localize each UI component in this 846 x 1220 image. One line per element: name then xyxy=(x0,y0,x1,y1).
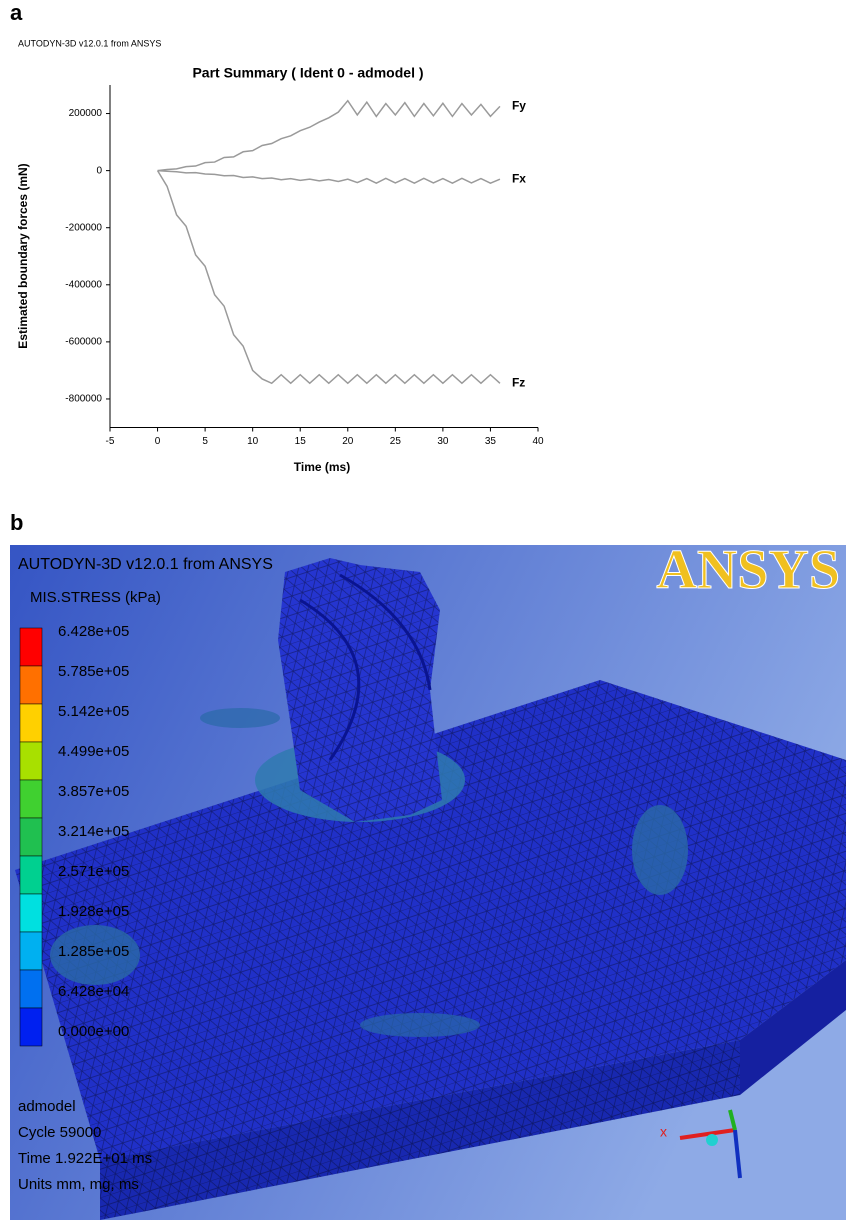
x-tick-label: 25 xyxy=(390,436,402,447)
legend-swatch xyxy=(19,703,43,743)
legend-swatch xyxy=(19,969,43,1009)
x-tick-label: 5 xyxy=(202,436,208,447)
y-tick-label: 200000 xyxy=(69,108,103,119)
footer-text: Units mm, mg, ms xyxy=(18,1176,139,1193)
stress-patch xyxy=(360,1013,480,1037)
plate-mesh xyxy=(100,1040,740,1220)
series-line xyxy=(157,99,501,172)
x-tick-label: 30 xyxy=(437,436,449,447)
legend-swatch xyxy=(19,665,43,705)
legend-label: 5.142e+05 xyxy=(58,703,129,720)
legend-label: 5.785e+05 xyxy=(58,663,129,680)
stress-patch xyxy=(200,708,280,728)
footer-text: admodel xyxy=(18,1098,76,1115)
legend-label: 0.000e+00 xyxy=(58,1023,129,1040)
chart-subtitle: AUTODYN-3D v12.0.1 from ANSYS xyxy=(18,38,161,48)
legend-label: 2.571e+05 xyxy=(58,863,129,880)
y-tick-label: -600000 xyxy=(65,337,102,348)
legend-label: 3.214e+05 xyxy=(58,823,129,840)
legend-label: 1.928e+05 xyxy=(58,903,129,920)
axis-label: x xyxy=(660,1124,667,1140)
axis-origin xyxy=(706,1134,718,1146)
series-line xyxy=(157,169,501,185)
legend-swatch xyxy=(19,855,43,895)
axis-x xyxy=(679,1128,736,1140)
legend-label: 3.857e+05 xyxy=(58,783,129,800)
x-tick-label: 10 xyxy=(247,436,259,447)
x-tick-label: -5 xyxy=(106,436,115,447)
x-tick-label: 0 xyxy=(155,436,161,447)
plate-mesh xyxy=(15,680,846,1160)
legend-label: 6.428e+04 xyxy=(58,983,129,1000)
x-tick-label: 15 xyxy=(295,436,307,447)
plate-side xyxy=(740,960,846,1095)
y-tick-label: -200000 xyxy=(65,222,102,233)
footer-text: Cycle 59000 xyxy=(18,1124,101,1141)
axis-y xyxy=(728,1109,737,1131)
axis-z xyxy=(733,1129,742,1179)
x-tick-label: 35 xyxy=(485,436,497,447)
series-line xyxy=(156,170,501,385)
series-label: Fy xyxy=(512,99,526,113)
footer-text: Time 1.922E+01 ms xyxy=(18,1150,152,1167)
render-panel: x AUTODYN-3D v12.0.1 from ANSYS MIS.STRE… xyxy=(10,538,846,1220)
render-header: AUTODYN-3D v12.0.1 from ANSYS xyxy=(18,556,273,573)
legend-label: 4.499e+05 xyxy=(58,743,129,760)
variable-label: MIS.STRESS (kPa) xyxy=(30,589,161,606)
panel-label: a xyxy=(10,0,23,25)
series-label: Fz xyxy=(512,375,525,389)
series-label: Fx xyxy=(512,171,526,185)
legend-swatch xyxy=(19,931,43,971)
legend-label: 6.428e+05 xyxy=(58,623,129,640)
stress-patch xyxy=(632,805,688,895)
x-axis-label: Time (ms) xyxy=(294,460,350,474)
y-tick-label: 0 xyxy=(96,165,102,176)
legend-swatch xyxy=(19,1007,43,1047)
panel-label: b xyxy=(10,510,23,535)
chart-title: Part Summary ( Ident 0 - admodel ) xyxy=(192,65,423,81)
logo: ANSYS xyxy=(656,539,840,601)
y-tick-label: -800000 xyxy=(65,394,102,405)
stress-patch xyxy=(50,925,140,985)
x-tick-label: 40 xyxy=(532,436,544,447)
legend-swatch xyxy=(19,779,43,819)
y-axis-label: Estimated boundary forces (mN) xyxy=(16,163,30,348)
legend-swatch xyxy=(19,627,43,667)
legend-swatch xyxy=(19,741,43,781)
legend-label: 1.285e+05 xyxy=(58,943,129,960)
x-tick-label: 20 xyxy=(342,436,354,447)
y-tick-label: -400000 xyxy=(65,279,102,290)
legend-swatch xyxy=(19,893,43,933)
drill-flute xyxy=(299,573,432,761)
legend-swatch xyxy=(19,817,43,857)
